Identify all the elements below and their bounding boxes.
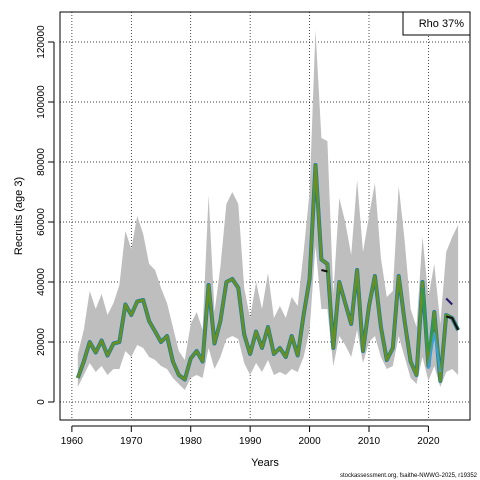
- x-axis-title: Years: [251, 457, 279, 469]
- retro-tail-black: [445, 315, 459, 331]
- confidence-band-area: [77, 30, 459, 390]
- series-lines: [75, 163, 460, 383]
- y-tick-label: 60000: [36, 208, 47, 236]
- legend-box: [402, 11, 471, 36]
- retro-tail-dark: [445, 297, 453, 306]
- confidence-band: [77, 30, 459, 390]
- y-tick-label: 20000: [36, 328, 47, 356]
- y-tick-label: 120000: [36, 25, 47, 59]
- source-note: stockassessment.org, fsaithe-NWWG-2025, …: [340, 473, 478, 479]
- x-tick-label: 1990: [239, 436, 262, 447]
- x-tick-label: 2000: [298, 436, 321, 447]
- retro-tail-black: [321, 269, 328, 273]
- retro-tail-blue: [427, 332, 442, 373]
- y-tick-label: 80000: [36, 148, 47, 176]
- y-tick-label: 0: [36, 399, 47, 405]
- y-axis-title: Recruits (age 3): [13, 177, 25, 255]
- x-tick-label: 1970: [120, 436, 143, 447]
- plot-frame: [59, 11, 471, 421]
- estimate-line: [76, 163, 460, 383]
- y-tick-label: 100000: [36, 85, 47, 119]
- legend: Rho 37%: [402, 11, 471, 36]
- x-tick-label: 1980: [180, 436, 203, 447]
- legend-label: Rho 37%: [419, 18, 464, 30]
- y-tick-label: 40000: [36, 268, 47, 296]
- retro-tail-green: [421, 287, 436, 352]
- x-tick-label: 1960: [61, 436, 84, 447]
- x-tick-label: 2020: [417, 436, 440, 447]
- x-axis: 1960 1970 1980 1990 2000 2010 2020: [61, 425, 440, 447]
- x-tick-label: 2010: [358, 436, 381, 447]
- y-axis: 0 20000 40000 60000 80000 100000 120000: [36, 25, 55, 405]
